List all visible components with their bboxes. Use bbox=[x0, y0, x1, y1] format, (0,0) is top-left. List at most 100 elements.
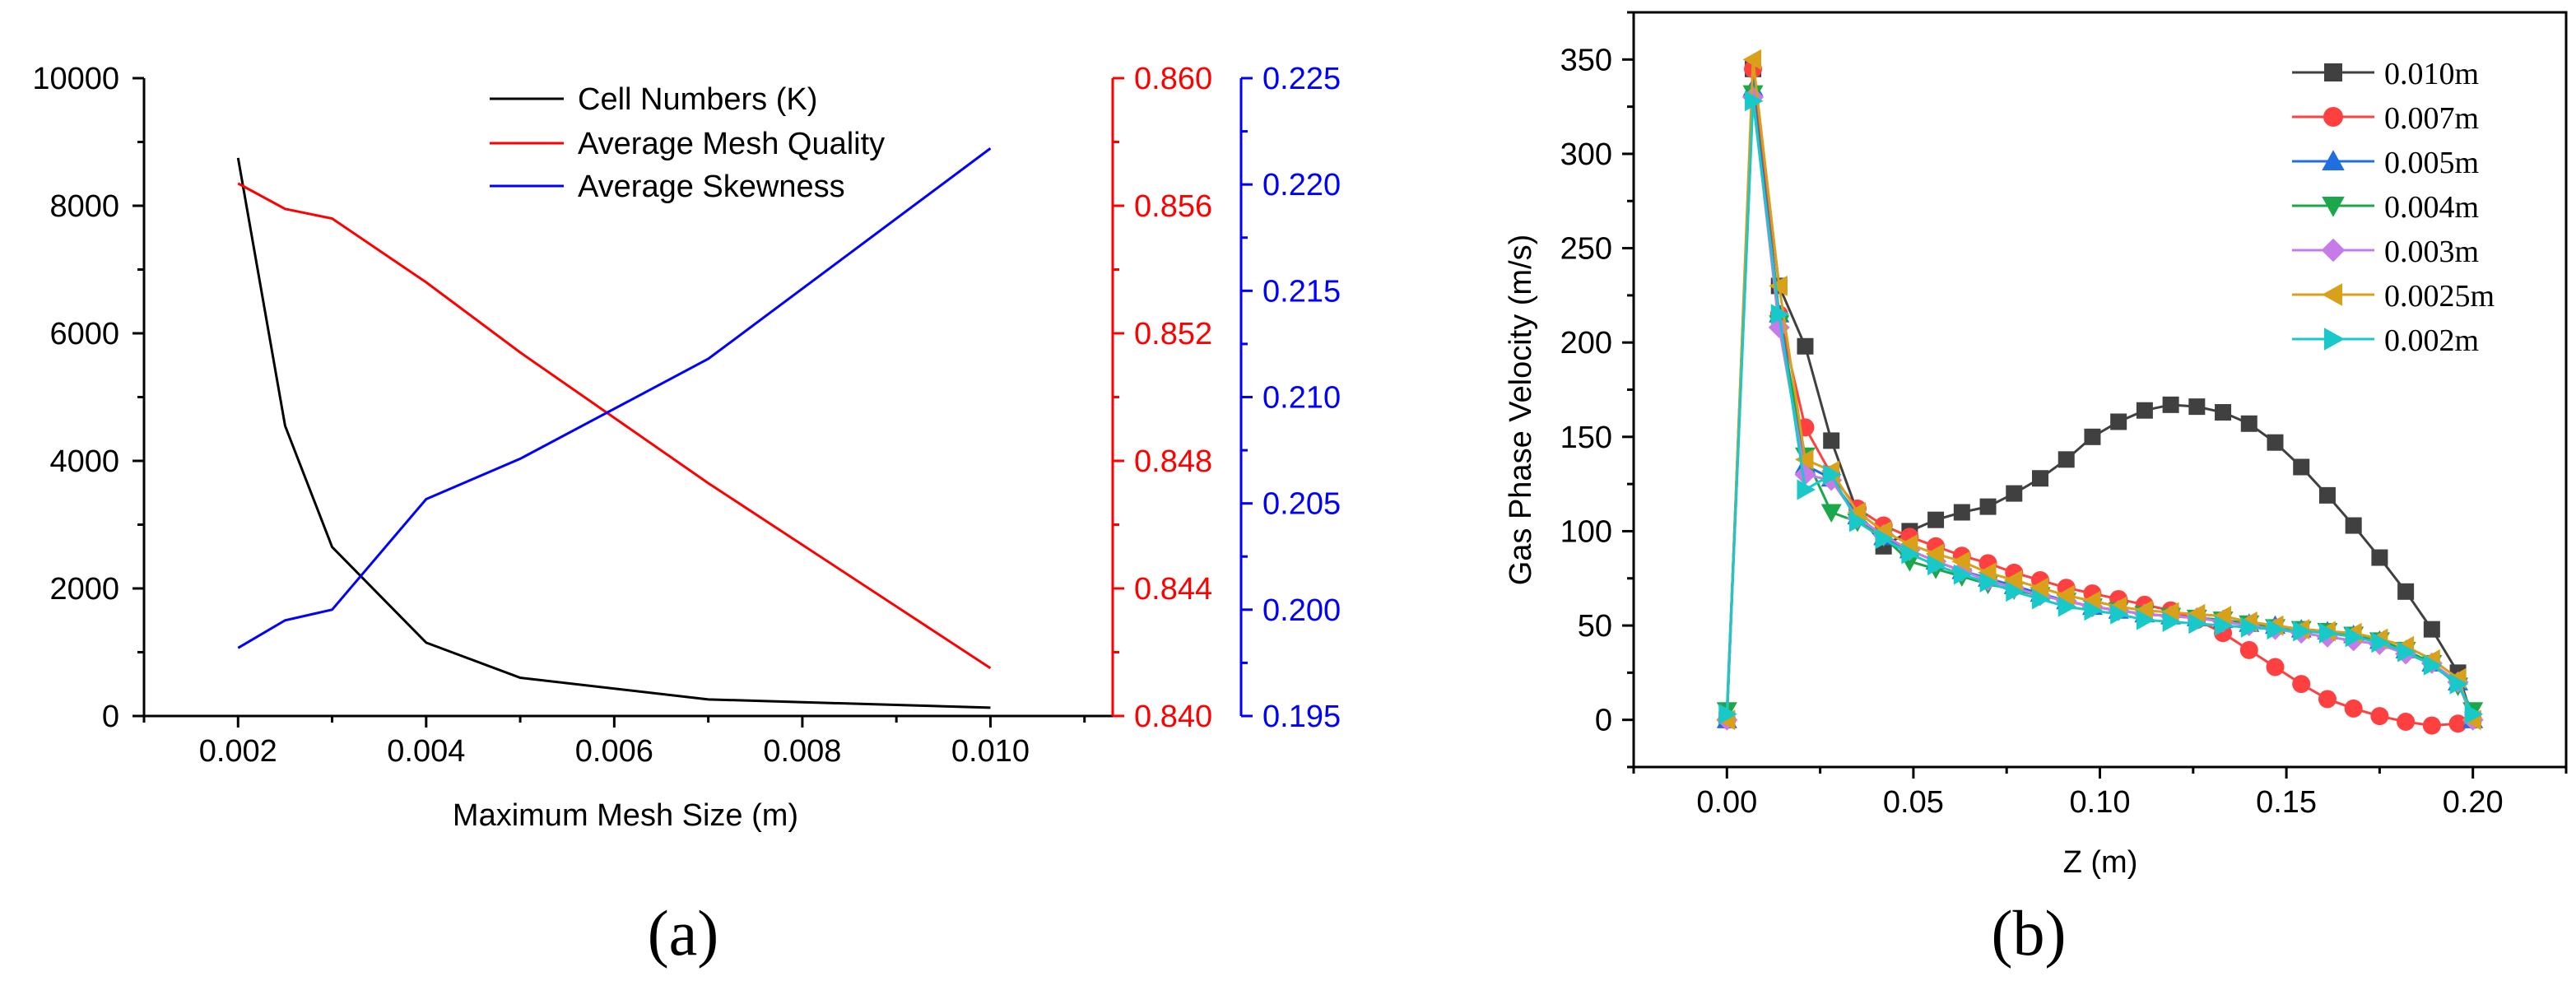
chart-b-point bbox=[1794, 463, 1816, 486]
chart-b-point bbox=[2318, 690, 2337, 709]
chart-a-quality-tick-label: 0.852 bbox=[1134, 317, 1212, 351]
legend-b-label-1: 0.007m bbox=[2384, 101, 2479, 136]
legend-b-marker-6 bbox=[2324, 328, 2345, 351]
panel-b-label: (b) bbox=[1992, 897, 2067, 969]
chart-b-point bbox=[2397, 712, 2416, 731]
chart-b-point bbox=[2160, 602, 2179, 623]
chart-b-point bbox=[2188, 398, 2206, 416]
chart-b-point bbox=[1875, 528, 1895, 550]
legend-b-marker-3 bbox=[2322, 197, 2345, 217]
chart-a-quality-tick-label: 0.856 bbox=[1134, 189, 1212, 224]
chart-a-skewness-tick-label: 0.205 bbox=[1262, 487, 1341, 522]
chart-b-y-tick-label: 300 bbox=[1560, 137, 1612, 172]
legend-b-marker-5 bbox=[2322, 283, 2342, 306]
legend-a-label-1: Average Mesh Quality bbox=[578, 127, 885, 161]
chart-b-point bbox=[2423, 654, 2443, 676]
chart-b-point bbox=[1797, 337, 1814, 355]
chart-b-point bbox=[2134, 600, 2153, 621]
chart-a-left-tick-label: 4000 bbox=[49, 444, 119, 479]
legend-b-marker-4 bbox=[2321, 238, 2346, 263]
chart-b-point bbox=[2318, 486, 2336, 504]
chart-b-point bbox=[2212, 606, 2232, 627]
chart-b-point bbox=[2215, 404, 2232, 421]
chart-b-y-tick-label: 0 bbox=[1595, 704, 1612, 738]
chart-b-point bbox=[2397, 583, 2415, 600]
chart-b-point bbox=[1820, 504, 1842, 523]
chart-b-point bbox=[1925, 543, 1945, 565]
chart-b-ylabel: Gas Phase Velocity (m/s) bbox=[1504, 235, 1538, 586]
chart-b-point bbox=[1745, 91, 1764, 112]
chart-b-point bbox=[1718, 704, 1737, 725]
chart-b-point bbox=[2293, 458, 2310, 476]
chart-a-left-tick-label: 8000 bbox=[49, 189, 119, 224]
chart-a-x-tick-label: 0.008 bbox=[763, 734, 841, 769]
chart-b-point bbox=[2031, 588, 2051, 610]
chart-b-point bbox=[2240, 415, 2257, 432]
chart-b-point bbox=[2267, 434, 2284, 451]
chart-b-point bbox=[1978, 562, 1997, 583]
chart-b-point bbox=[2030, 577, 2048, 598]
legend-b-label-5: 0.0025m bbox=[2384, 279, 2495, 314]
chart-b-point bbox=[1794, 449, 1814, 470]
chart-b-point bbox=[2293, 621, 2312, 642]
chart-a-quality-tick-label: 0.848 bbox=[1134, 444, 1212, 479]
chart-b-point bbox=[1979, 498, 1997, 515]
chart-b-point bbox=[1769, 275, 1788, 296]
chart-b-point bbox=[2423, 621, 2440, 638]
legend-b-marker-0 bbox=[2324, 63, 2342, 81]
chart-b-point bbox=[1953, 504, 1970, 521]
chart-a-skewness-tick-label: 0.210 bbox=[1262, 381, 1341, 416]
chart-b-point bbox=[1927, 555, 1946, 576]
chart-b-point bbox=[1899, 533, 1918, 555]
chart-b-point bbox=[1847, 502, 1866, 523]
chart-b-xlabel: Z (m) bbox=[2063, 845, 2138, 880]
chart-b-point bbox=[1927, 511, 1945, 528]
chart-b-point bbox=[2058, 596, 2077, 617]
chart-b-point bbox=[1953, 564, 1973, 585]
chart-a-x-tick-label: 0.002 bbox=[199, 734, 277, 769]
chart-a-quality-tick-label: 0.860 bbox=[1134, 62, 1212, 96]
chart-b-point bbox=[2003, 570, 2023, 591]
legend-b-label-0: 0.010m bbox=[2384, 57, 2479, 91]
chart-b-y-tick-label: 200 bbox=[1560, 326, 1612, 360]
chart-b-point bbox=[2266, 658, 2285, 676]
legend-b-label-6: 0.002m bbox=[2384, 323, 2479, 358]
chart-b-point bbox=[1951, 551, 1970, 572]
chart-b-point bbox=[2058, 451, 2075, 468]
chart-b-point bbox=[1797, 479, 1816, 500]
chart-b-point bbox=[2056, 584, 2075, 606]
chart-b-point bbox=[2186, 603, 2206, 625]
legend-a-label-2: Average Skewness bbox=[578, 170, 845, 204]
chart-a-quality-tick-label: 0.844 bbox=[1134, 572, 1212, 607]
chart-b-point bbox=[2397, 641, 2416, 663]
chart-a-skewness-tick-label: 0.200 bbox=[1262, 593, 1341, 628]
chart-b-point bbox=[2292, 675, 2311, 694]
chart-b-point bbox=[2240, 616, 2260, 638]
chart-b-point bbox=[2449, 673, 2469, 695]
legend-a-label-0: Cell Numbers (K) bbox=[578, 82, 817, 117]
legend-b-label-2: 0.005m bbox=[2384, 146, 2479, 180]
chart-b-y-tick-label: 350 bbox=[1560, 43, 1612, 77]
chart-b-series-6 bbox=[1718, 91, 2484, 725]
chart-a-skewness-tick-label: 0.215 bbox=[1262, 274, 1341, 309]
chart-b-x-tick-label: 0.10 bbox=[2070, 785, 2131, 820]
chart-b-point bbox=[2084, 428, 2101, 445]
chart-a-skewness-tick-label: 0.220 bbox=[1262, 168, 1341, 202]
chart-b-point bbox=[1742, 49, 1762, 70]
chart-a-x-tick-label: 0.006 bbox=[575, 734, 653, 769]
chart-a-left-tick-label: 10000 bbox=[32, 62, 119, 96]
chart-b-point bbox=[1848, 511, 1868, 532]
chart-b-point bbox=[2267, 619, 2286, 640]
chart-b-x-tick-label: 0.00 bbox=[1696, 785, 1757, 820]
chart-a-left-tick-label: 6000 bbox=[49, 317, 119, 351]
chart-a-skewness-tick-label: 0.225 bbox=[1262, 62, 1341, 96]
chart-b-x-tick-label: 0.20 bbox=[2443, 785, 2504, 820]
chart-a-series-line-1 bbox=[237, 182, 992, 670]
chart-b-point bbox=[2110, 413, 2127, 430]
chart-b-point bbox=[1823, 432, 1840, 449]
chart-b-point bbox=[2370, 707, 2389, 726]
chart-b-point bbox=[2136, 402, 2153, 419]
chart-b-point bbox=[2081, 590, 2101, 611]
chart-b-point bbox=[2188, 613, 2207, 635]
